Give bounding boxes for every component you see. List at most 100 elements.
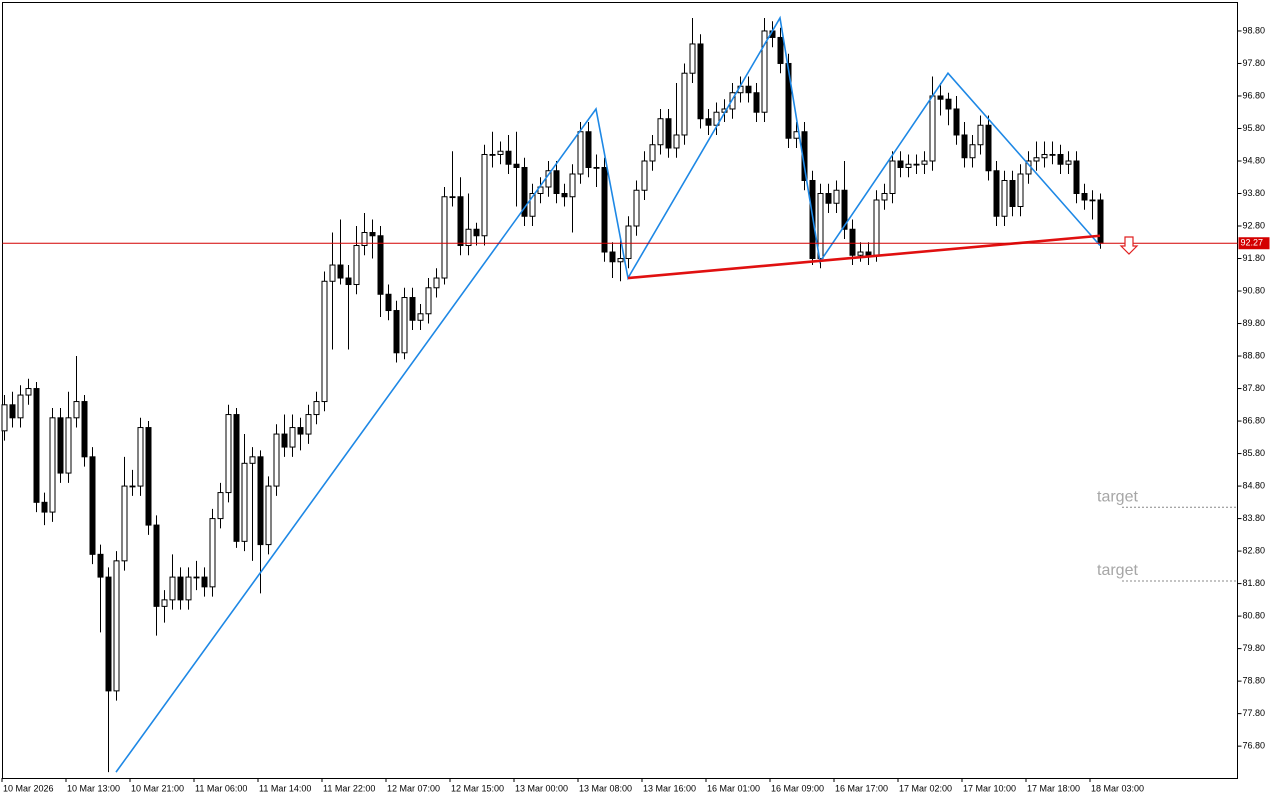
- candle-body: [385, 293, 392, 312]
- x-tick-label: 17 Mar 02:00: [899, 783, 952, 793]
- candle-body: [577, 131, 584, 175]
- y-tick-label: 90.80: [1243, 285, 1266, 295]
- candle-body: [353, 245, 360, 286]
- y-tick-label: 87.80: [1243, 383, 1266, 393]
- candle-body: [9, 404, 16, 419]
- candle-body: [1081, 192, 1088, 201]
- candle-body: [513, 163, 520, 168]
- x-tick-label: 12 Mar 15:00: [451, 783, 504, 793]
- candle-body: [1049, 153, 1056, 156]
- candle-body: [825, 192, 832, 204]
- candle-body: [705, 118, 712, 126]
- candle-body: [977, 124, 984, 146]
- sell-arrow: [1119, 236, 1139, 255]
- candle-body: [657, 118, 664, 146]
- candle-body: [241, 462, 248, 542]
- candle-body: [889, 160, 896, 194]
- candle-body: [49, 417, 56, 513]
- x-tick-label: 16 Mar 01:00: [707, 783, 760, 793]
- candle-body: [257, 456, 264, 546]
- candle-body: [289, 427, 296, 448]
- candle-body: [465, 228, 472, 247]
- candle-body: [1041, 153, 1048, 159]
- candle-body: [873, 199, 880, 256]
- candle-body: [209, 518, 216, 588]
- y-tick-label: 85.80: [1243, 448, 1266, 458]
- candle-body: [65, 417, 72, 474]
- x-tick-label: 17 Mar 18:00: [1027, 783, 1080, 793]
- candle-body: [81, 401, 88, 458]
- candle-body: [841, 189, 848, 230]
- candle-body: [817, 192, 824, 260]
- candle-body: [689, 43, 696, 74]
- y-tick-label: 86.80: [1243, 415, 1266, 425]
- candle-body: [745, 85, 752, 94]
- candle-body: [497, 150, 504, 155]
- y-tick-label: 77.80: [1243, 708, 1266, 718]
- y-tick-label: 94.80: [1243, 155, 1266, 165]
- candle-body: [41, 501, 48, 513]
- candle-body: [993, 170, 1000, 217]
- candle-body: [593, 166, 600, 169]
- y-tick-label: 88.80: [1243, 350, 1266, 360]
- candle-body: [1065, 160, 1072, 165]
- candle-body: [937, 95, 944, 100]
- candle-body: [185, 576, 192, 601]
- candle-body: [985, 124, 992, 172]
- candle-body: [1001, 179, 1008, 217]
- price-label: 92.27: [1241, 238, 1264, 248]
- candle-body: [697, 43, 704, 120]
- candle-body: [1033, 157, 1040, 162]
- candle-body: [729, 92, 736, 110]
- y-tick-label: 95.80: [1243, 123, 1266, 133]
- candle-body: [201, 576, 208, 588]
- candle-body: [249, 456, 256, 464]
- x-tick-label: 10 Mar 13:00: [67, 783, 120, 793]
- y-tick-label: 81.80: [1243, 578, 1266, 588]
- candle-body: [337, 264, 344, 279]
- x-tick-label: 11 Mar 14:00: [259, 783, 311, 793]
- candle-body: [137, 427, 144, 487]
- candle-body: [601, 166, 608, 253]
- candle-body: [377, 235, 384, 295]
- x-tick-label: 16 Mar 09:00: [771, 783, 824, 793]
- candle-body: [521, 166, 528, 217]
- candle-body: [777, 36, 784, 64]
- candle-body: [433, 277, 440, 289]
- candle-body: [161, 599, 168, 607]
- candle-body: [25, 388, 32, 396]
- candle-body: [953, 108, 960, 136]
- x-tick-label: 13 Mar 16:00: [643, 783, 696, 793]
- candle-body: [153, 524, 160, 607]
- candle-body: [193, 576, 200, 579]
- y-tick-label: 82.80: [1243, 545, 1266, 555]
- candle-body: [57, 417, 64, 474]
- candle-body: [641, 160, 648, 191]
- candle-body: [105, 576, 112, 692]
- candle-body: [905, 163, 912, 168]
- y-tick-label: 98.80: [1243, 25, 1266, 35]
- candle-body: [649, 144, 656, 162]
- candle-body: [617, 258, 624, 263]
- x-tick-label: 10 Mar 2026: [3, 783, 54, 793]
- candle-body: [313, 401, 320, 416]
- candle-body: [33, 388, 40, 503]
- candle-body: [681, 72, 688, 136]
- y-tick-label: 84.80: [1243, 480, 1266, 490]
- candle-body: [425, 287, 432, 315]
- candle-body: [489, 153, 496, 156]
- zigzag-line: [115, 15, 1101, 773]
- candle-body: [505, 150, 512, 165]
- target-label: target: [1097, 562, 1138, 579]
- y-tick-label: 79.80: [1243, 643, 1266, 653]
- candle-body: [393, 310, 400, 354]
- x-tick-label: 13 Mar 00:00: [515, 783, 568, 793]
- candle-body: [569, 173, 576, 198]
- candle-body: [881, 192, 888, 201]
- candle-body: [785, 62, 792, 139]
- candle-body: [633, 189, 640, 227]
- price-label-box: [1238, 237, 1270, 250]
- candle-body: [625, 225, 632, 260]
- y-tick-label: 76.80: [1243, 741, 1266, 751]
